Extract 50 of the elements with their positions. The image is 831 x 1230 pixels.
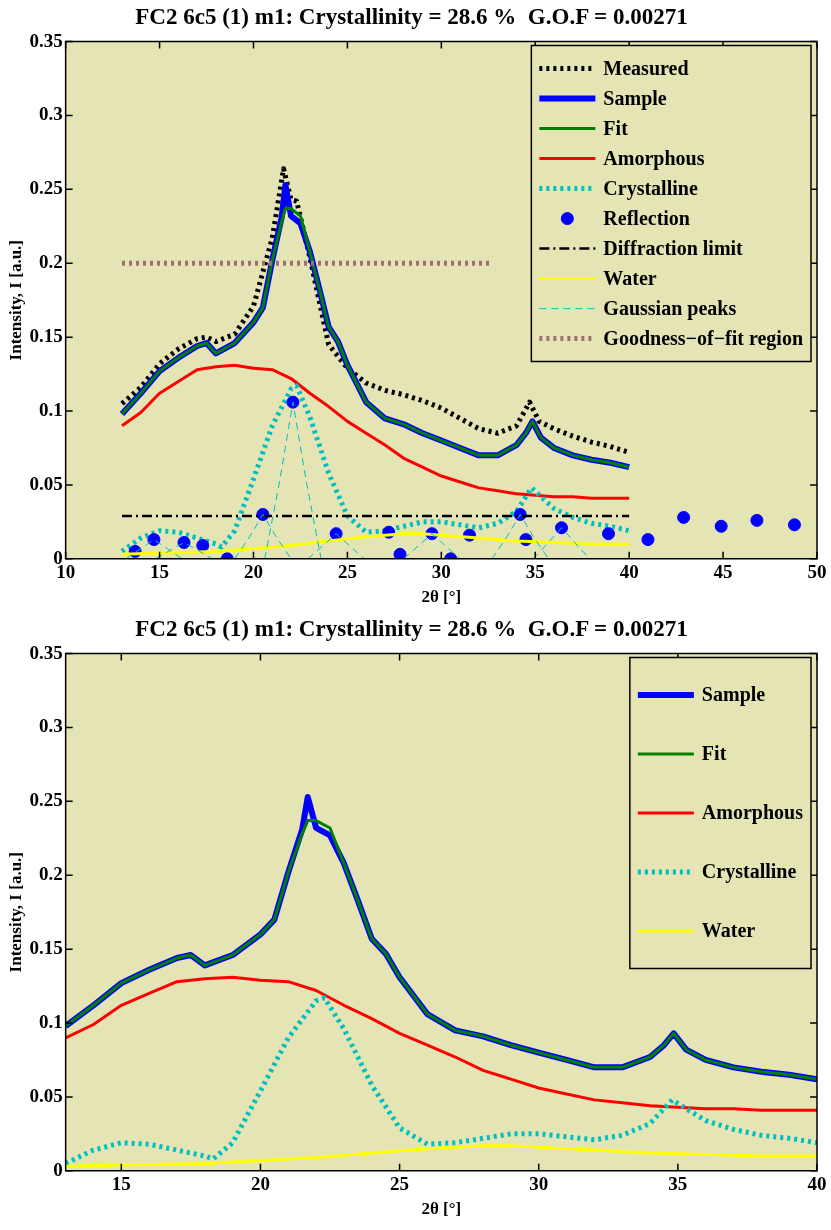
y-axis-title: Intensity, I [a.u.]	[5, 851, 25, 973]
y-tick-label: 0	[53, 1158, 63, 1180]
y-tick-label: 0.3	[38, 103, 63, 125]
y-tick-label: 0.15	[29, 325, 63, 347]
legend-label: Sample	[603, 86, 667, 110]
y-tick-label: 0.05	[29, 472, 63, 494]
legend-label: Reflection	[603, 206, 690, 229]
y-tick-label: 0.35	[29, 641, 63, 663]
x-tick-label: 35	[668, 1173, 688, 1195]
legend-label: Fit	[701, 742, 727, 765]
legend-label: Fit	[603, 116, 629, 139]
legend-label: Sample	[701, 683, 766, 707]
legend-label: Amorphous	[701, 801, 804, 825]
y-tick-label: 0.2	[38, 251, 63, 273]
x-tick-label: 40	[807, 1173, 827, 1195]
y-tick-label: 0.25	[29, 789, 63, 811]
legend-label: Amorphous	[603, 146, 705, 170]
y-tick-label: 0.3	[38, 715, 63, 737]
x-tick-label: 50	[807, 561, 827, 583]
x-tick-label: 40	[619, 561, 639, 583]
x-tick-label: 45	[713, 561, 733, 583]
x-axis-title: 2θ [°]	[421, 587, 462, 607]
legend-label: Water	[603, 266, 657, 289]
y-tick-label: 0.35	[29, 29, 63, 51]
x-tick-label: 30	[529, 1173, 549, 1195]
y-tick-label: 0.1	[38, 1010, 63, 1032]
y-tick-label: 0.05	[29, 1084, 63, 1106]
x-tick-label: 25	[390, 1173, 410, 1195]
x-tick-label: 15	[111, 1173, 131, 1195]
legend-label: Crystalline	[603, 176, 698, 200]
y-tick-label: 0.1	[38, 398, 63, 420]
x-tick-label: 35	[525, 561, 545, 583]
y-tick-label: 0.15	[29, 937, 63, 959]
legend-label: Water	[701, 919, 756, 942]
legend-label: Gaussian peaks	[603, 296, 737, 320]
legend-label: Goodness−of−fit region	[603, 326, 804, 350]
y-axis-title: Intensity, I [a.u.]	[5, 239, 25, 361]
y-tick-label: 0.25	[29, 177, 63, 199]
legend-label: Measured	[603, 56, 689, 79]
x-tick-label: 25	[337, 561, 357, 583]
y-tick-label: 0.2	[38, 863, 63, 885]
x-tick-label: 30	[431, 561, 451, 583]
chart-title: FC2 6c5 (1) m1: Crystallinity = 28.6 % G.O.F = 0.00271	[135, 615, 688, 641]
x-tick-label: 15	[150, 561, 170, 583]
legend-label: Diffraction limit	[603, 236, 744, 259]
legend-label: Crystalline	[701, 860, 797, 884]
x-tick-label: 20	[243, 561, 263, 583]
x-axis-title: 2θ [°]	[421, 1199, 462, 1219]
chart-title: FC2 6c5 (1) m1: Crystallinity = 28.6 % G.O.F = 0.00271	[135, 3, 688, 29]
x-tick-label: 20	[250, 1173, 270, 1195]
